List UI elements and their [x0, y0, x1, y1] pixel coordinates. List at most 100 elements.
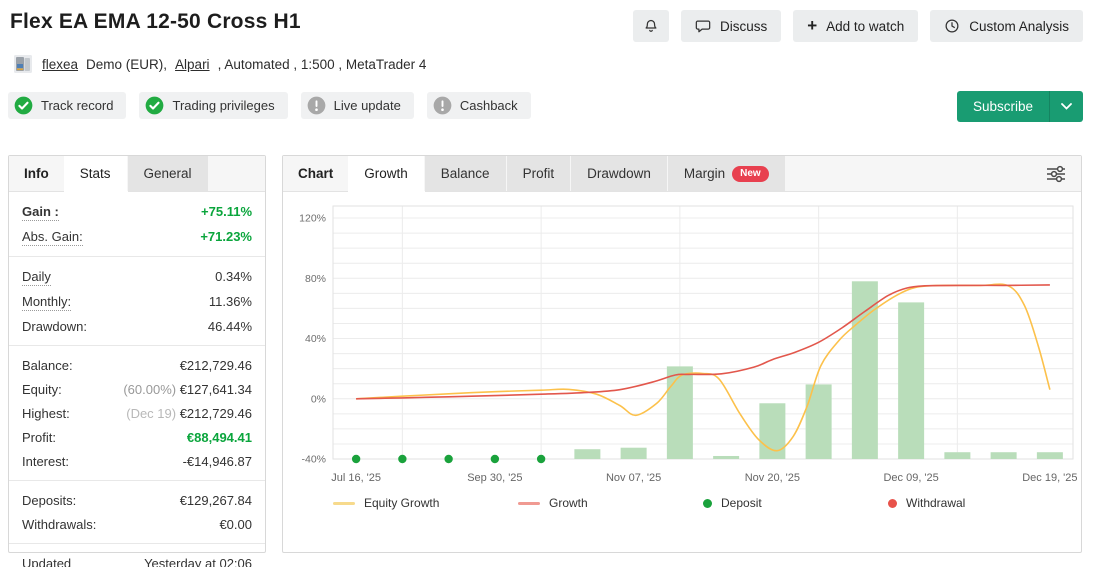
- tab-margin[interactable]: Margin New: [667, 156, 786, 191]
- stat-label: Deposits:: [22, 492, 77, 508]
- stat-row-drawdown: Drawdown: 46.44%: [22, 314, 252, 338]
- stat-group: Gain : +75.11% Abs. Gain: +71.23%: [9, 192, 265, 256]
- stat-label: Equity:: [22, 381, 62, 397]
- stat-value: 46.44%: [207, 318, 252, 334]
- legend-dot-swatch: [703, 498, 712, 508]
- legend-label: Growth: [549, 496, 588, 510]
- stat-row-equity: Equity: (60.00%) €127,641.34: [22, 377, 252, 401]
- legend-label: Deposit: [721, 496, 762, 510]
- legend-line-swatch: [333, 501, 355, 505]
- badge-cashback[interactable]: Cashback: [426, 92, 531, 119]
- stat-row-gain: Gain : +75.11%: [22, 199, 252, 224]
- stat-value: Yesterday at 02:06: [144, 555, 252, 567]
- badge-label: Trading privileges: [172, 98, 275, 113]
- svg-text:0%: 0%: [311, 393, 326, 405]
- badge-track-record[interactable]: Track record: [8, 92, 127, 119]
- deposit-markers[interactable]: [351, 454, 546, 464]
- badge-trading-privileges[interactable]: Trading privileges: [139, 92, 288, 119]
- growth-chart[interactable]: -40% 0% 40% 80% 120% Jul 16, '25 Sep 30, '25 No…: [283, 192, 1081, 492]
- svg-text:Dec 19, '25: Dec 19, '25: [1022, 472, 1077, 484]
- svg-text:Sep 30, '25: Sep 30, '25: [467, 472, 522, 484]
- account-avatar-image: [14, 55, 32, 73]
- tab-growth[interactable]: Growth: [348, 156, 425, 191]
- chart-gridlines: [332, 205, 1074, 460]
- stat-group: Deposits: €129,267.84 Withdrawals: €0.00: [9, 480, 265, 543]
- chart-legend: Equity Growth Growth Deposit Withdrawal: [333, 496, 1073, 510]
- clock-icon: [945, 19, 959, 33]
- legend-line-swatch: [518, 501, 540, 505]
- svg-text:Dec 09, '25: Dec 09, '25: [883, 472, 938, 484]
- stat-value-note: (60.00%): [123, 381, 180, 397]
- badge-live-update[interactable]: Live update: [300, 92, 414, 119]
- stat-group: Balance: €212,729.46 Equity: (60.00%) €127,…: [9, 345, 265, 480]
- series-equity-growth[interactable]: [356, 283, 1051, 452]
- stat-value: €212,729.46: [179, 357, 252, 373]
- add-to-watch-label: Add to watch: [826, 18, 905, 34]
- discuss-icon: [695, 20, 711, 33]
- plus-icon: +: [807, 15, 818, 35]
- subscribe-dropdown-toggle[interactable]: [1049, 91, 1083, 122]
- badge-label: Track record: [41, 98, 114, 113]
- stat-value: (Dec 19) €212,729.46: [126, 405, 252, 421]
- stat-value: +75.11%: [201, 203, 252, 219]
- y-axis-labels: -40% 0% 40% 80% 120%: [299, 213, 326, 466]
- stat-label: Profit:: [22, 429, 56, 445]
- legend-item-growth[interactable]: Growth: [518, 496, 703, 510]
- stats-panel-tabs: Info Stats General: [9, 156, 265, 192]
- stat-value: €129,267.84: [179, 492, 252, 508]
- account-desc-2: , Automated , 1:500 , MetaTrader 4: [217, 56, 427, 72]
- legend-item-withdrawal[interactable]: Withdrawal: [888, 496, 1073, 510]
- stat-value: 0.34%: [215, 268, 252, 284]
- series-growth[interactable]: [356, 284, 1050, 400]
- tab-drawdown[interactable]: Drawdown: [571, 156, 668, 191]
- stat-value: +71.23%: [200, 228, 252, 244]
- badge-label: Live update: [333, 98, 401, 113]
- notifications-button[interactable]: [632, 10, 669, 42]
- legend-label: Equity Growth: [364, 496, 440, 510]
- svg-text:40%: 40%: [305, 333, 326, 345]
- add-to-watch-button[interactable]: + Add to watch: [793, 10, 919, 42]
- stat-label[interactable]: Daily: [22, 268, 51, 286]
- svg-text:120%: 120%: [299, 213, 326, 225]
- stat-value: -€14,946.87: [182, 453, 252, 469]
- tab-stats[interactable]: Stats: [63, 156, 128, 191]
- svg-text:Nov 20, '25: Nov 20, '25: [745, 472, 800, 484]
- legend-item-deposit[interactable]: Deposit: [703, 496, 888, 510]
- legend-item-equity-growth[interactable]: Equity Growth: [333, 496, 518, 510]
- exclamation-circle-icon: [433, 96, 452, 115]
- chevron-down-icon: [1061, 103, 1072, 110]
- tab-info[interactable]: Info: [24, 166, 49, 181]
- new-badge: New: [732, 165, 769, 182]
- chart-tabs-label: Chart: [298, 166, 334, 181]
- stats-list: Gain : +75.11% Abs. Gain: +71.23% Daily 0.34%…: [9, 192, 265, 567]
- account-summary: flexea Demo (EUR), Alpari , Automated , …: [12, 53, 426, 75]
- tab-margin-label: Margin: [683, 166, 726, 181]
- account-name-link[interactable]: flexea: [42, 56, 79, 72]
- broker-link[interactable]: Alpari: [175, 56, 210, 72]
- stat-label: Drawdown:: [22, 318, 88, 334]
- stat-row-daily: Daily 0.34%: [22, 264, 252, 289]
- chart-settings-button[interactable]: [1031, 156, 1081, 191]
- subscribe-button[interactable]: Subscribe: [956, 91, 1083, 122]
- tab-general[interactable]: General: [127, 156, 209, 191]
- exclamation-circle-icon: [307, 96, 325, 115]
- stat-row-balance: Balance: €212,729.46: [22, 353, 252, 377]
- header-actions: Discuss + Add to watch Custom Analysis: [632, 10, 1083, 42]
- stat-value-note: (Dec 19): [126, 405, 180, 421]
- stat-row-highest: Highest: (Dec 19) €212,729.46: [22, 401, 252, 425]
- custom-analysis-button[interactable]: Custom Analysis: [930, 10, 1083, 42]
- stat-label: Updated: [22, 555, 72, 567]
- stat-row-monthly: Monthly: 11.36%: [22, 289, 252, 314]
- stat-label[interactable]: Monthly:: [22, 293, 72, 311]
- bell-icon: [645, 19, 657, 32]
- stat-label[interactable]: Abs. Gain:: [22, 228, 83, 246]
- tab-balance[interactable]: Balance: [424, 156, 507, 191]
- discuss-button[interactable]: Discuss: [680, 10, 782, 42]
- x-axis-labels: Jul 16, '25 Sep 30, '25 Nov 07, '25 Nov 20,…: [331, 472, 1077, 484]
- stat-label[interactable]: Gain :: [22, 203, 59, 221]
- check-circle-icon: [14, 96, 33, 115]
- tab-profit[interactable]: Profit: [506, 156, 572, 191]
- svg-text:80%: 80%: [305, 273, 326, 285]
- legend-label: Withdrawal: [906, 496, 966, 510]
